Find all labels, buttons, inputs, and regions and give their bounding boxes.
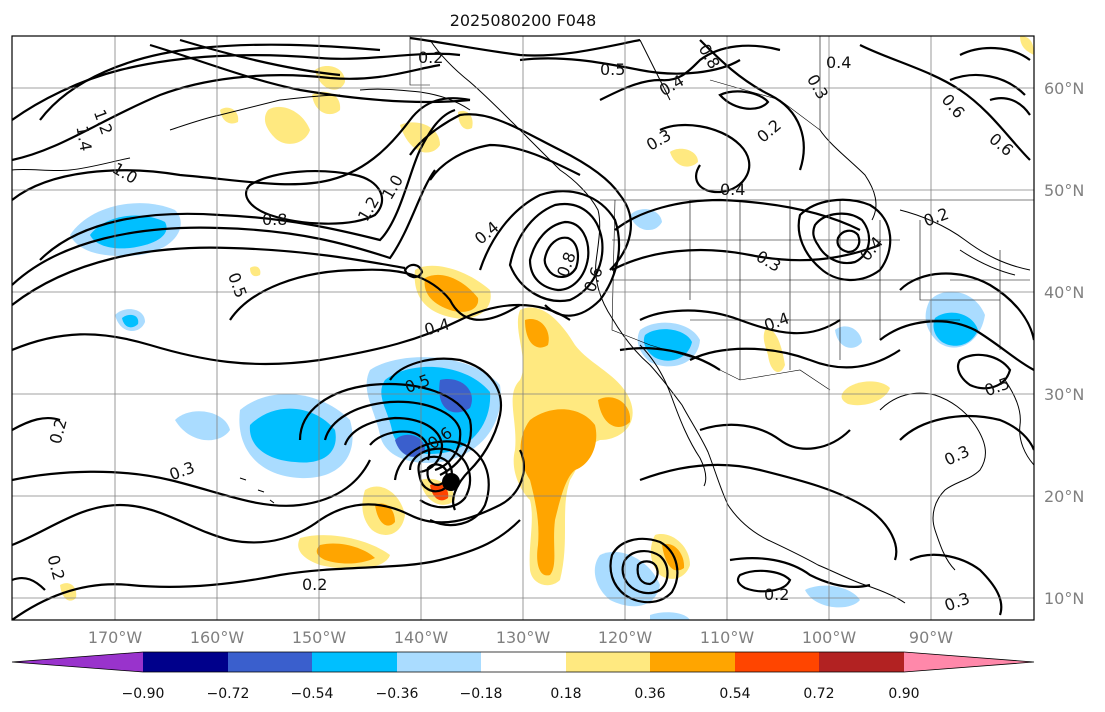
map-title: 2025080200 F048 — [450, 11, 597, 30]
contour-label: 0.2 — [764, 585, 789, 604]
colorbar-tick: 0.18 — [550, 686, 581, 702]
colorbar-tick: −0.54 — [291, 686, 334, 702]
contour-label: 0.4 — [720, 180, 745, 199]
colorbar-ticks: −0.90 −0.72 −0.54 −0.36 −0.18 0.18 0.36 … — [122, 686, 920, 702]
borders — [409, 36, 1034, 391]
longitude-axis: 170°W 160°W 150°W 140°W 130°W 120°W 110°… — [88, 628, 953, 647]
lat-tick: 50°N — [1044, 181, 1084, 200]
contour-label: 0.2 — [302, 575, 327, 594]
colorbar-tick: 0.36 — [634, 686, 665, 702]
lon-tick: 120°W — [598, 628, 653, 647]
colorbar-segment — [397, 652, 481, 672]
colorbar — [11, 651, 1035, 673]
lon-tick: 160°W — [190, 628, 245, 647]
colorbar-segment — [143, 652, 228, 672]
colorbar-tick: −0.18 — [460, 686, 503, 702]
contour-label: 0.4 — [826, 53, 851, 72]
lat-tick: 40°N — [1044, 283, 1084, 302]
colorbar-tick: −0.72 — [207, 686, 250, 702]
lat-tick: 10°N — [1044, 589, 1084, 608]
contour-label: 0.5 — [600, 60, 625, 79]
coastlines — [12, 39, 1034, 604]
colorbar-segment — [735, 652, 819, 672]
colorbar-tick: 0.54 — [719, 686, 750, 702]
positive-shading — [60, 36, 1034, 601]
colorbar-segment — [819, 652, 904, 672]
lon-tick: 90°W — [909, 628, 953, 647]
lon-tick: 100°W — [802, 628, 857, 647]
contour-label: 0.2 — [418, 48, 443, 67]
lat-tick: 20°N — [1044, 487, 1084, 506]
colorbar-segment — [228, 652, 312, 672]
latitude-axis: 60°N 50°N 40°N 30°N 20°N 10°N — [1044, 79, 1084, 608]
colorbar-segment — [481, 652, 566, 672]
contour-label: 0.8 — [262, 210, 287, 229]
lon-tick: 150°W — [292, 628, 347, 647]
lon-tick: 130°W — [496, 628, 551, 647]
map-area: 0.2 0.5 0.4 0.8 0.3 0.4 0.6 0.2 0.3 1.2 … — [12, 36, 1034, 620]
colorbar-segment — [904, 652, 1034, 672]
colorbar-segment — [12, 652, 143, 672]
graticule — [12, 36, 1034, 620]
colorbar-tick: 0.90 — [888, 686, 919, 702]
lat-tick: 30°N — [1044, 385, 1084, 404]
lon-tick: 140°W — [394, 628, 449, 647]
colorbar-segment — [566, 652, 650, 672]
lon-tick: 110°W — [700, 628, 755, 647]
lon-tick: 170°W — [88, 628, 143, 647]
colorbar-tick: −0.36 — [376, 686, 419, 702]
contour-lines — [12, 36, 1034, 620]
storm-center-marker — [442, 473, 460, 491]
map-frame — [11, 35, 1035, 621]
colorbar-segment — [312, 652, 397, 672]
colorbar-tick: 0.72 — [803, 686, 834, 702]
contour-label: 1.4 — [72, 124, 95, 152]
colorbar-segment — [650, 652, 735, 672]
lat-tick: 60°N — [1044, 79, 1084, 98]
colorbar-tick: −0.90 — [122, 686, 165, 702]
colorbar-outline — [11, 651, 1035, 673]
